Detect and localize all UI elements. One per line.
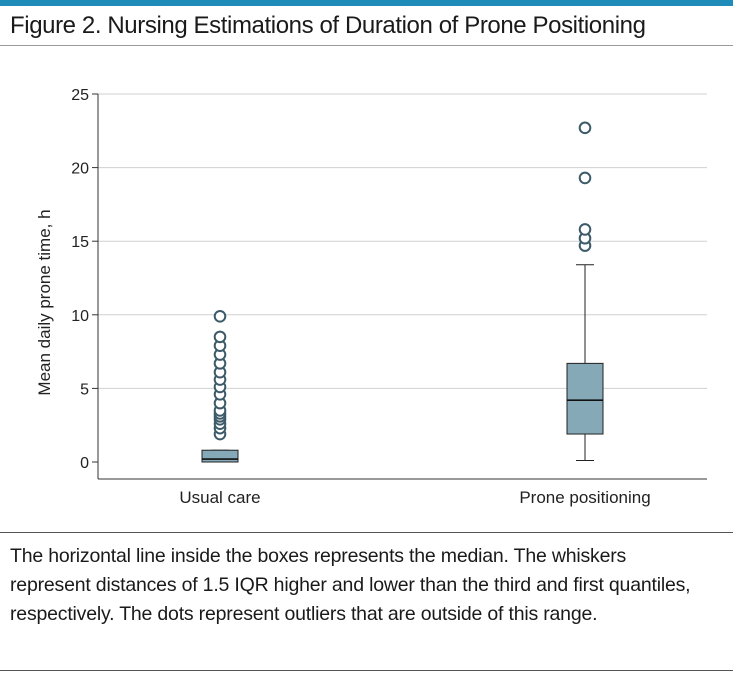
- box-group: Usual care: [179, 309, 261, 507]
- figure-caption: The horizontal line inside the boxes rep…: [10, 545, 691, 625]
- caption-top-rule: [0, 532, 733, 533]
- caption-bottom-rule: [0, 670, 733, 671]
- boxplot-chart: 0 5 10 15 20 25 Usual care Prone positioning M…: [35, 87, 707, 507]
- x-category-label: Prone positioning: [519, 488, 650, 507]
- outlier-point: [578, 121, 592, 135]
- y-tick-label: 5: [80, 381, 89, 398]
- x-category-label: Usual care: [179, 488, 260, 507]
- gridlines: [98, 93, 707, 389]
- y-tick-label: 0: [80, 455, 89, 472]
- iqr-box: [201, 449, 239, 463]
- axes: 0 5 10 15 20 25: [71, 87, 707, 480]
- iqr-box: [566, 362, 604, 435]
- y-tick-label: 20: [71, 161, 89, 178]
- outlier-point: [213, 309, 227, 323]
- y-tick-label: 10: [71, 308, 89, 325]
- y-axis-label: Mean daily prone time, h: [35, 209, 54, 395]
- y-tick-label: 25: [71, 87, 89, 104]
- outlier-point: [578, 223, 592, 236]
- outlier-point: [213, 330, 227, 344]
- outlier-point: [578, 171, 592, 185]
- y-tick-label: 15: [71, 234, 89, 251]
- box-group: Prone positioning: [519, 121, 651, 507]
- top-accent-rule: [0, 0, 733, 6]
- title-divider: [0, 45, 733, 46]
- figure-title: Figure 2. Nursing Estimations of Duratio…: [10, 12, 646, 39]
- boxes: Usual care Prone positioning: [179, 121, 651, 507]
